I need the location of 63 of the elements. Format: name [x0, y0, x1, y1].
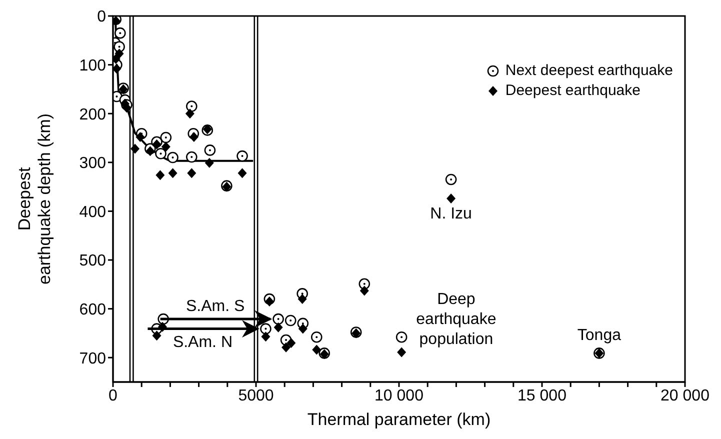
- point: [186, 151, 198, 163]
- point: [160, 132, 172, 144]
- point: [185, 108, 194, 119]
- point: [298, 324, 308, 334]
- point: [167, 152, 178, 164]
- y-tick-label: 400: [79, 204, 106, 221]
- point: [136, 132, 145, 142]
- y-axis-title: Deepest earthquake depth (km): [15, 113, 54, 285]
- annotation: Deep earthquake population: [416, 291, 496, 348]
- point: [114, 48, 124, 59]
- point: [204, 158, 214, 168]
- point: [161, 142, 170, 152]
- point: [189, 132, 198, 142]
- point: [146, 146, 155, 156]
- point: [298, 294, 307, 304]
- y-tick-label: 500: [79, 252, 106, 270]
- point: [260, 323, 272, 334]
- legend-label: Deepest earthquake: [505, 81, 640, 101]
- point: [204, 144, 216, 156]
- legend-label: Next deepest earthquake: [505, 61, 673, 81]
- point: [272, 313, 284, 325]
- point: [445, 174, 457, 186]
- annotation: S.Am. S: [186, 298, 245, 316]
- point: [282, 342, 291, 352]
- annotation: Tonga: [577, 327, 622, 344]
- point: [114, 41, 125, 52]
- x-tick-label: 10 000: [374, 387, 424, 404]
- point: [152, 139, 162, 150]
- y-tick-label: 700: [79, 350, 106, 368]
- x-tick-label: 20 000: [660, 387, 710, 404]
- y-tick-label: 600: [79, 301, 106, 318]
- x-axis-title: Thermal parameter (km): [307, 410, 491, 429]
- point: [238, 168, 247, 178]
- point: [286, 338, 296, 348]
- point: [261, 332, 270, 342]
- point: [264, 296, 274, 306]
- y-tick-label: 0: [97, 8, 106, 26]
- point: [310, 331, 322, 343]
- point: [113, 64, 122, 74]
- point: [274, 322, 283, 332]
- point: [168, 168, 178, 178]
- point: [284, 314, 296, 326]
- point: [396, 331, 408, 343]
- point: [360, 286, 369, 296]
- point: [312, 344, 322, 355]
- point: [397, 347, 406, 358]
- x-tick-label: 15 000: [518, 387, 567, 404]
- x-tick-label: 0: [108, 387, 118, 404]
- point: [155, 148, 166, 160]
- annotation: S.Am. N: [172, 334, 233, 351]
- point: [130, 144, 140, 154]
- point: [187, 168, 196, 178]
- annotation: N. Izu: [430, 206, 472, 223]
- point: [152, 330, 162, 341]
- y-tick-label: 100: [79, 57, 106, 74]
- point: [156, 170, 165, 180]
- y-tick-label: 200: [79, 106, 106, 124]
- x-tick-label: 5000: [238, 387, 274, 404]
- point: [236, 150, 248, 162]
- point: [186, 100, 198, 112]
- point: [114, 27, 126, 39]
- point: [446, 194, 456, 204]
- y-tick-label: 300: [79, 155, 106, 172]
